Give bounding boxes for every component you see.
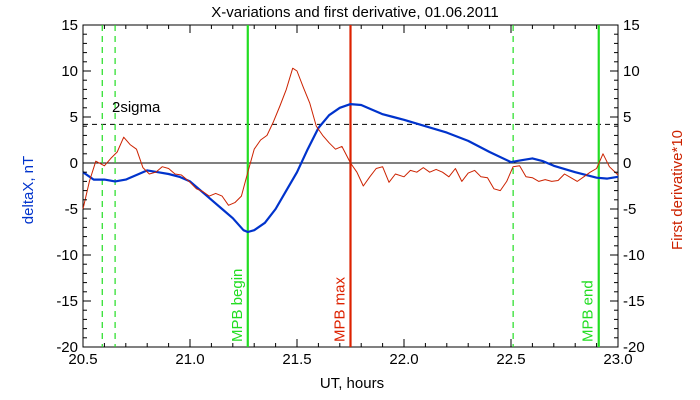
mpb-max-label: MPB max (332, 276, 349, 342)
y-tick-label-left-10: 10 (61, 63, 78, 80)
mpb-begin-label: MPB begin (229, 269, 246, 342)
y-tick-label-left-15: 15 (61, 17, 78, 34)
x-tick-label-21.0: 21.0 (175, 351, 204, 368)
derivative-series-line (82, 67, 619, 210)
deltaX-series-line (82, 102, 619, 234)
threshold-label: 2sigma (112, 99, 161, 116)
x-tick-label-21.5: 21.5 (282, 351, 311, 368)
y-axis-label-left: deltaX, nT (20, 156, 37, 224)
marker-layer: MPB begin MPB max MPB end (101, 25, 600, 347)
tick-layer: 20.5 21.0 21.5 22.0 22.5 23.0 15 15 10 10 5 5 0 0 -5 -5… (56, 17, 644, 368)
y-tick-label-left--5: -5 (65, 201, 78, 218)
y-tick-label-right-0: 0 (623, 155, 631, 172)
y-tick-label-left-5: 5 (70, 109, 78, 126)
chart-title: X-variations and first derivative, 01.06… (211, 4, 498, 21)
x-tick-label-20.5: 20.5 (68, 351, 97, 368)
mpb-end-label: MPB end (580, 280, 597, 342)
series-layer (82, 67, 619, 234)
x-tick-label-23.0: 23.0 (603, 351, 632, 368)
y-tick-label-left--10: -10 (56, 247, 78, 264)
y-tick-label-right--5: -5 (623, 201, 636, 218)
y-tick-label-right--15: -15 (623, 293, 645, 310)
y-tick-label-right-15: 15 (623, 17, 640, 34)
x-axis-label: UT, hours (320, 375, 384, 392)
y-tick-label-right-10: 10 (623, 63, 640, 80)
x-tick-label-22.5: 22.5 (496, 351, 525, 368)
y-tick-label-right--20: -20 (623, 339, 645, 356)
x-tick-label-22.0: 22.0 (389, 351, 418, 368)
y-axis-label-right: First derivative*10 (669, 130, 686, 250)
y-tick-label-left-0: 0 (70, 155, 78, 172)
y-tick-label-left--20: -20 (56, 339, 78, 356)
y-tick-label-right--10: -10 (623, 247, 645, 264)
y-tick-label-left--15: -15 (56, 293, 78, 310)
y-tick-label-right-5: 5 (623, 109, 631, 126)
